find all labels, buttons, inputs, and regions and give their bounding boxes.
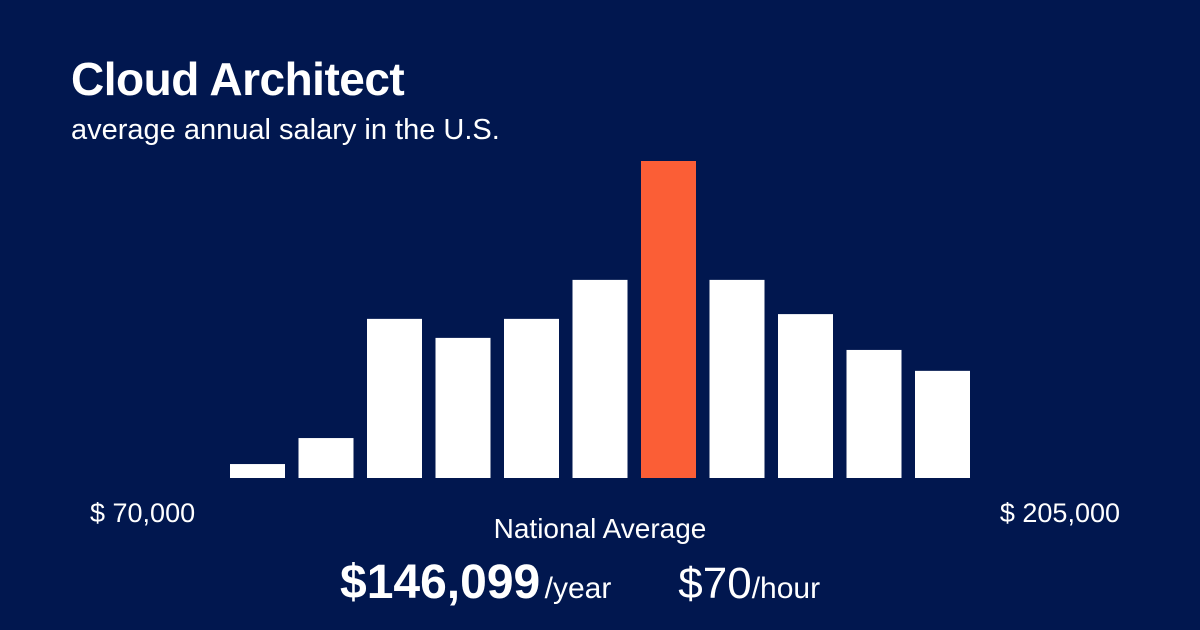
- bar: [572, 279, 628, 478]
- page-title: Cloud Architect: [71, 53, 405, 105]
- hourly-unit: /hour: [751, 572, 821, 605]
- bar-highlight: [641, 161, 696, 478]
- bar: [709, 279, 765, 478]
- bar: [846, 349, 902, 478]
- bar: [298, 438, 354, 478]
- range-min-label: $ 70,000: [90, 498, 196, 528]
- bar: [435, 337, 491, 478]
- annual-unit: /year: [544, 572, 612, 605]
- bar: [915, 370, 970, 478]
- bar: [778, 314, 833, 478]
- page-subtitle: average annual salary in the U.S.: [71, 114, 500, 146]
- salary-figures: $146,099 /year $70/hour: [340, 555, 820, 610]
- hourly-salary: $70: [678, 559, 752, 608]
- annual-salary: $146,099: [340, 556, 541, 609]
- bar: [367, 318, 422, 478]
- bar: [230, 464, 285, 478]
- bar: [504, 318, 559, 478]
- range-max-label: $ 205,000: [999, 498, 1120, 528]
- national-average-label: National Average: [493, 513, 707, 544]
